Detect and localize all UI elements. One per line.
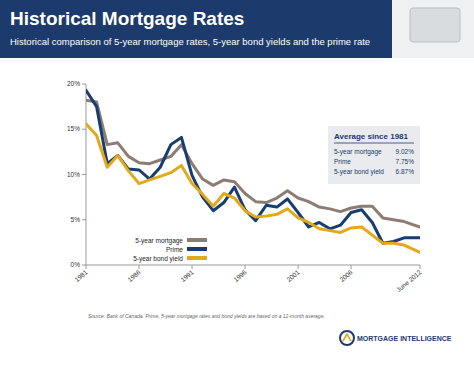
x-tick <box>139 265 140 269</box>
x-tick <box>298 265 299 269</box>
x-tick-label: 1986 <box>126 268 142 283</box>
x-tick-label: 1991 <box>179 268 195 283</box>
header-image <box>392 0 474 58</box>
title: Historical Mortgage Rates <box>10 8 244 29</box>
legend-label: 5-year mortgage <box>135 237 183 245</box>
y-tick <box>82 84 86 85</box>
average-name: 5-year bond yield <box>334 168 384 176</box>
averages-box <box>328 126 420 184</box>
x-tick-label: 2001 <box>285 268 301 283</box>
series-line <box>86 124 420 253</box>
y-tick <box>82 174 86 175</box>
legend-label: 5-year bond yield <box>133 255 183 263</box>
average-value: 6.87% <box>396 168 415 175</box>
y-tick <box>82 265 86 266</box>
brand: MORTGAGE INTELLIGENCE <box>357 335 452 342</box>
x-tick-label: 1981 <box>73 268 89 283</box>
x-tick-label: 2006 <box>338 268 354 283</box>
header-banner <box>0 0 392 58</box>
average-value: 7.75% <box>396 158 415 165</box>
y-tick-label: 10% <box>67 171 80 178</box>
series-line <box>86 90 420 243</box>
x-tick-label: June 2012 <box>395 268 423 293</box>
x-tick <box>192 265 193 269</box>
y-tick-label: 0% <box>71 261 81 268</box>
average-value: 9.02% <box>396 148 415 155</box>
legend-swatch <box>187 247 207 251</box>
average-name: Prime <box>334 158 351 165</box>
plot-area <box>86 90 420 252</box>
y-tick-label: 5% <box>71 216 81 223</box>
series-line <box>86 100 420 227</box>
legend-label: Prime <box>166 246 183 253</box>
x-tick <box>245 265 246 269</box>
legend-swatch <box>187 238 207 242</box>
x-tick-label: 1996 <box>232 268 248 283</box>
brand-icon-roof <box>343 334 351 341</box>
calculator-icon <box>410 8 460 42</box>
y-tick-label: 15% <box>67 125 80 132</box>
x-tick <box>420 265 421 269</box>
averages-title: Average since 1981 <box>334 132 409 141</box>
average-name: 5-year mortgage <box>334 148 382 156</box>
averages-rule <box>334 143 414 144</box>
x-tick <box>86 265 87 269</box>
legend-swatch <box>187 256 207 260</box>
source: Source: Bank of Canada. Prime, 5-year mo… <box>88 313 325 319</box>
x-axis <box>86 265 420 266</box>
subtitle: Historical comparison of 5-year mortgage… <box>10 36 370 47</box>
y-tick <box>82 129 86 130</box>
brand-icon <box>340 331 354 345</box>
y-tick-label: 20% <box>67 80 80 87</box>
y-tick <box>82 219 86 220</box>
x-tick <box>351 265 352 269</box>
chart: Historical Mortgage Rates Historical comp… <box>0 0 474 367</box>
